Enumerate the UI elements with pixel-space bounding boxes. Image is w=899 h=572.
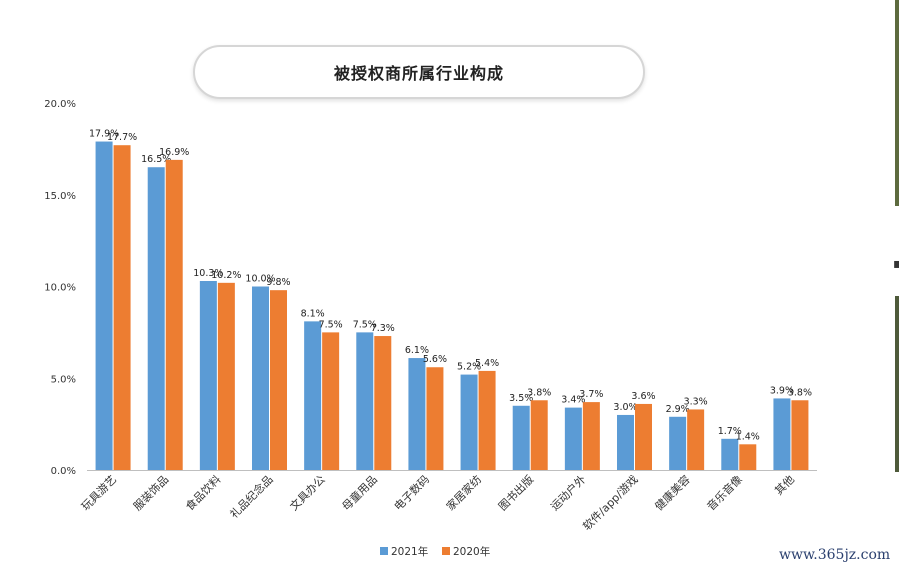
bar-2021 (199, 280, 217, 470)
category-label: 玩具游艺 (79, 473, 119, 513)
bar-2021 (356, 332, 374, 470)
data-label: 3.5% (509, 393, 533, 404)
bar-2021 (147, 167, 165, 470)
data-label: 3.3% (684, 396, 708, 407)
data-label: 3.0% (613, 402, 637, 413)
category-label: 音乐音像 (704, 472, 745, 513)
category-label: 运动户外 (547, 472, 588, 513)
data-label: 9.8% (266, 277, 290, 288)
category-label: 服装饰品 (130, 472, 171, 513)
category-label: 软件/app/游戏 (580, 472, 641, 533)
data-label: 6.1% (405, 345, 429, 356)
category-label: 文具办公 (287, 472, 328, 513)
bar-2021 (773, 398, 791, 470)
data-label: 7.3% (371, 323, 395, 334)
y-tick-label: 10.0% (44, 283, 76, 294)
y-tick-label: 20.0% (44, 99, 76, 110)
data-label: 1.7% (718, 426, 742, 437)
bar-2020 (739, 444, 757, 470)
bar-2020 (113, 145, 131, 470)
data-label: 5.4% (475, 358, 499, 369)
bar-2020 (791, 400, 809, 470)
bar-2021 (617, 414, 634, 470)
right-edge-photo-bottom (895, 296, 899, 472)
data-label: 10.2% (211, 270, 241, 281)
bar-2020 (322, 332, 340, 470)
bar-2020 (687, 409, 705, 470)
category-label: 母童用品 (339, 472, 380, 513)
bar-2020 (374, 336, 392, 470)
chart-title-box: 被授权商所属行业构成 (193, 45, 645, 99)
bar-2020 (217, 282, 235, 470)
category-label: 其他 (772, 473, 797, 498)
bar-2020 (582, 402, 600, 470)
data-label: 16.5% (141, 154, 171, 165)
right-edge-fragment: ▪ (893, 256, 899, 272)
bar-2020 (426, 367, 444, 470)
bar-2021 (460, 374, 478, 470)
bar-2021 (304, 321, 322, 470)
data-label: 3.8% (527, 387, 551, 398)
data-label: 17.7% (107, 132, 137, 143)
watermark-text: www.365jz.com (779, 547, 891, 563)
data-label: 10.0% (245, 274, 275, 285)
bar-2020 (165, 159, 183, 470)
y-tick-label: 5.0% (51, 374, 76, 385)
data-label: 10.3% (193, 268, 223, 279)
category-label: 家居家纺 (443, 472, 484, 513)
data-label: 3.4% (561, 395, 585, 406)
right-edge-photo-top (895, 0, 899, 206)
bar-2020 (270, 290, 287, 470)
y-tick-label: 15.0% (44, 191, 76, 202)
category-label: 健康美容 (652, 472, 693, 513)
data-label: 5.6% (423, 354, 447, 365)
data-label: 3.9% (770, 385, 794, 396)
bar-2020 (635, 403, 652, 470)
data-label: 17.9% (89, 129, 119, 140)
bar-2021 (721, 438, 739, 470)
data-label: 16.9% (159, 147, 189, 158)
category-label: 食品饮料 (182, 472, 223, 513)
bar-2020 (478, 370, 496, 470)
bar-2020 (530, 400, 548, 470)
data-label: 7.5% (319, 319, 343, 330)
data-label: 2.9% (666, 404, 690, 415)
category-label: 图书出版 (495, 472, 536, 513)
category-label: 电子数码 (392, 473, 432, 513)
bar-2021 (564, 407, 582, 470)
bar-2021 (252, 286, 269, 470)
bar-2021 (512, 405, 530, 470)
chart-title: 被授权商所属行业构成 (333, 64, 504, 83)
data-label: 8.1% (301, 308, 325, 319)
legend-swatch-2021 (380, 547, 388, 555)
data-label: 1.4% (736, 431, 760, 442)
y-tick-label: 0.0% (51, 466, 76, 477)
category-label: 礼品纪念品 (227, 472, 276, 521)
legend-label: 2021年 (391, 545, 428, 558)
bar-2021 (95, 141, 113, 470)
data-label: 5.2% (457, 362, 481, 373)
data-label: 3.8% (788, 387, 812, 398)
bar-2021 (669, 416, 687, 470)
legend-swatch-2020 (442, 547, 450, 555)
bar-2021 (408, 358, 426, 470)
data-label: 3.7% (579, 389, 603, 400)
data-label: 3.6% (631, 391, 655, 402)
legend-label: 2020年 (453, 545, 490, 558)
data-label: 7.5% (353, 319, 377, 330)
